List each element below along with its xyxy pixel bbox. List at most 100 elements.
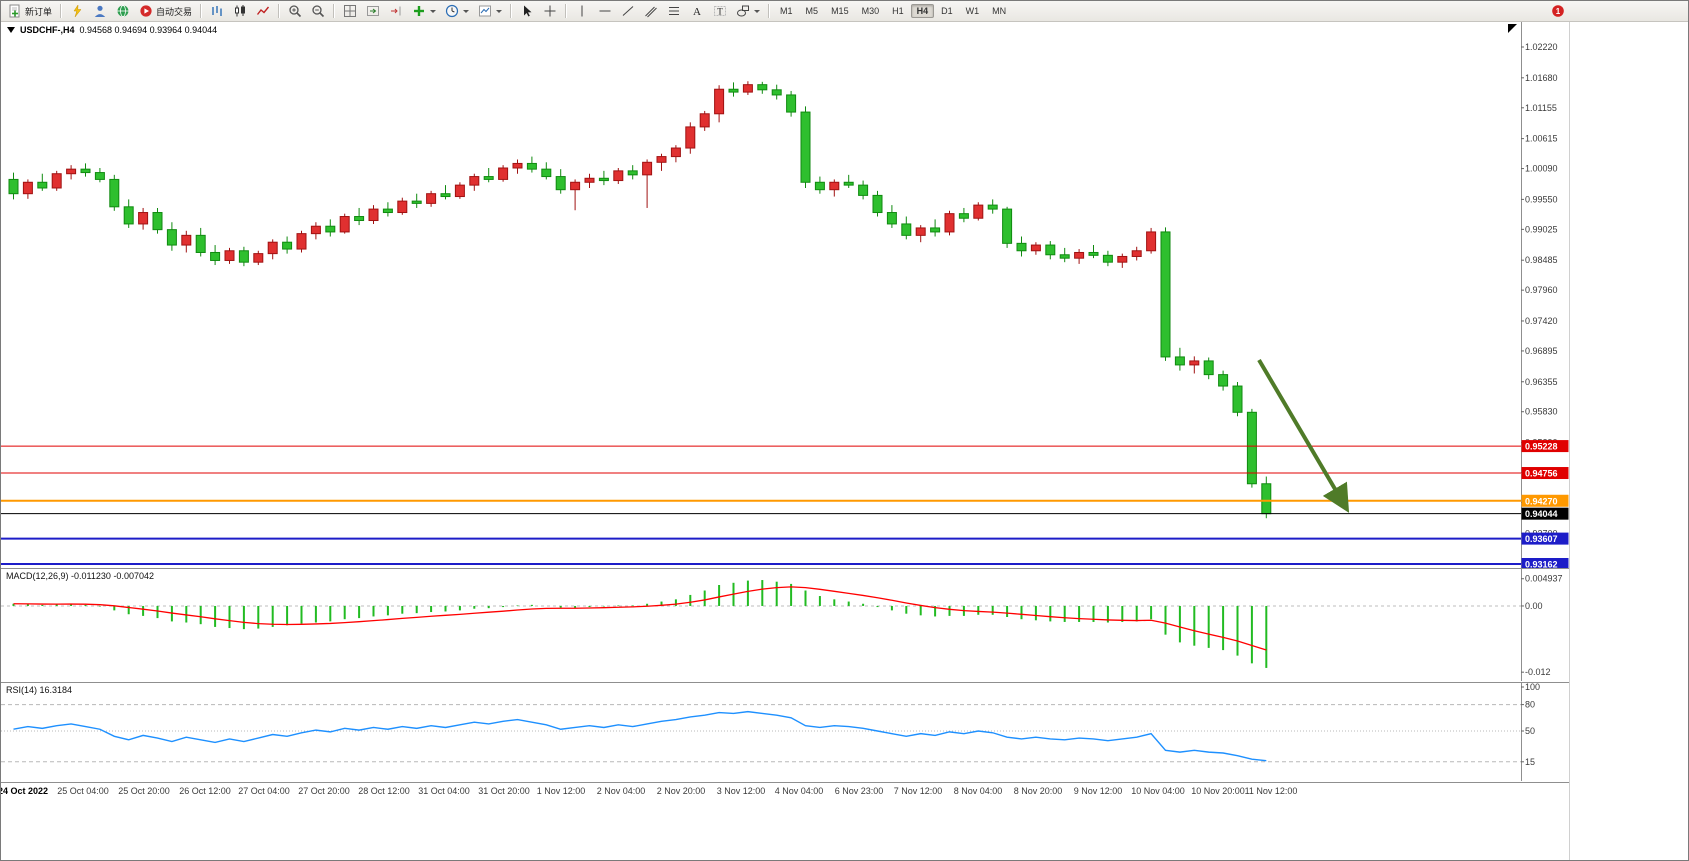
content-area: 1.02220 1.01680 1.01155 1.00615 1.00090 0.995… [1, 22, 1688, 860]
toolbar-separator [278, 4, 281, 18]
svg-text:0.98485: 0.98485 [1525, 255, 1558, 265]
auto-scroll-button[interactable] [362, 2, 384, 20]
tile-windows-button[interactable] [339, 2, 361, 20]
time-label: 11 Nov 12:00 [1244, 786, 1298, 796]
svg-text:1.01680: 1.01680 [1525, 73, 1558, 83]
time-label: 31 Oct 04:00 [418, 786, 470, 796]
new-order-label: 新订单 [25, 6, 53, 17]
time-label: 25 Oct 20:00 [118, 786, 170, 796]
time-label: 27 Oct 20:00 [298, 786, 350, 796]
zoom-out-icon [311, 4, 325, 18]
timeframe-h1-button[interactable]: H1 [892, 6, 904, 16]
macd-axis[interactable] [1521, 569, 1569, 682]
scroll-to-end-marker[interactable] [1508, 24, 1517, 33]
macd-plot[interactable]: 0.004937 0.00 -0.012 [1, 569, 1569, 681]
svg-text:0.004937: 0.004937 [1525, 574, 1563, 584]
bar-chart-mode-button[interactable] [206, 2, 228, 20]
auto-trading-label: 自动交易 [156, 6, 193, 17]
main-plot[interactable]: 1.02220 1.01680 1.01155 1.00615 1.00090 0.995… [1, 22, 1569, 568]
time-label: 2 Nov 04:00 [596, 786, 646, 796]
auto-trading-button[interactable]: 自动交易 [135, 2, 196, 20]
crosshair-icon [543, 4, 557, 18]
chart-shift-icon [389, 4, 403, 18]
market-button[interactable] [112, 2, 134, 20]
toolbar: 新订单 自动交易 A T M1 M5 M15 M30 H1 H4 D1 W1 MN 1 [1, 1, 1688, 22]
svg-text:1.02220: 1.02220 [1525, 42, 1558, 52]
indicators-button[interactable] [408, 2, 440, 20]
macd-histogram [12, 580, 1268, 668]
svg-text:0.94756: 0.94756 [1525, 469, 1558, 479]
timeframe-m5-button[interactable]: M5 [805, 6, 819, 16]
zoom-out-button[interactable] [307, 2, 329, 20]
right-margin [1569, 22, 1688, 860]
svg-text:0.93607: 0.93607 [1525, 534, 1558, 544]
price-tags-layer: 0.95228 0.94756 0.94270 0.94044 0.93607 0.931… [1521, 440, 1569, 568]
svg-text:0.95830: 0.95830 [1525, 407, 1558, 417]
rsi-axis[interactable] [1521, 683, 1569, 782]
new-order-button[interactable]: 新订单 [4, 2, 56, 20]
vline-icon [575, 4, 589, 18]
line-chart-mode-button[interactable] [252, 2, 274, 20]
time-label: 8 Nov 20:00 [1013, 786, 1063, 796]
draw-vertical-line-button[interactable] [571, 2, 593, 20]
time-axis[interactable]: 24 Oct 2022 25 Oct 04:00 25 Oct 20:00 26 Oc… [1, 782, 1569, 801]
user-profile-button[interactable] [89, 2, 111, 20]
fibo-icon [667, 4, 681, 18]
time-label: 3 Nov 12:00 [716, 786, 766, 796]
rsi-plot[interactable]: 100 80 50 15 [1, 683, 1569, 781]
svg-text:0.97960: 0.97960 [1525, 285, 1558, 295]
timeframe-m30-button[interactable]: M30 [861, 6, 880, 16]
timeframe-m1-button[interactable]: M1 [780, 6, 793, 16]
lightning-icon [70, 4, 84, 18]
timeframe-h4-button[interactable]: H4 [910, 4, 935, 18]
chart-stack: 1.02220 1.01680 1.01155 1.00615 1.00090 0.995… [1, 22, 1569, 860]
price-axis[interactable] [1521, 22, 1569, 568]
draw-shapes-button[interactable] [732, 2, 764, 20]
timeframe-mn-button[interactable]: MN [992, 6, 1007, 16]
draw-trendline-button[interactable] [617, 2, 639, 20]
price-tag-0.93607 [1521, 532, 1569, 545]
timeframe-d1-button[interactable]: D1 [941, 6, 953, 16]
svg-text:50: 50 [1525, 726, 1535, 736]
toolbar-separator [200, 4, 203, 18]
hline-icon [598, 4, 612, 18]
timeframe-w1-button[interactable]: W1 [965, 6, 980, 16]
time-label: 24 Oct 2022 [0, 786, 49, 796]
globe-icon [116, 4, 130, 18]
candlestick-mode-button[interactable] [229, 2, 251, 20]
svg-text:15: 15 [1525, 757, 1535, 767]
trendline-icon [621, 4, 635, 18]
zoom-in-button[interactable] [284, 2, 306, 20]
toolbar-separator [768, 4, 771, 18]
svg-text:0.94270: 0.94270 [1525, 496, 1558, 506]
timeframe-m15-button[interactable]: M15 [831, 6, 849, 16]
chevron-down-icon [496, 9, 503, 13]
notifications-button[interactable]: 1 [1547, 2, 1569, 20]
svg-text:T: T [717, 7, 723, 17]
crosshair-button[interactable] [539, 2, 561, 20]
draw-horizontal-line-button[interactable] [594, 2, 616, 20]
annotation-arrow[interactable] [1257, 358, 1350, 513]
chart-shift-button[interactable] [385, 2, 407, 20]
mql5-community-button[interactable] [66, 2, 88, 20]
svg-text:0.97420: 0.97420 [1525, 316, 1558, 326]
draw-text-button[interactable]: A [686, 2, 708, 20]
play-icon [139, 4, 153, 18]
time-label: 8 Nov 04:00 [953, 786, 1003, 796]
draw-fibonacci-button[interactable] [663, 2, 685, 20]
cursor-button[interactable] [516, 2, 538, 20]
indicators-plus-icon [412, 4, 426, 18]
draw-label-button[interactable]: T [709, 2, 731, 20]
label-icon: T [713, 4, 727, 18]
candles-layer [8, 81, 1272, 519]
new-order-icon [8, 4, 22, 18]
svg-text:1.00090: 1.00090 [1525, 164, 1558, 174]
templates-button[interactable] [474, 2, 506, 20]
time-label: 26 Oct 12:00 [179, 786, 231, 796]
chevron-down-icon [754, 9, 761, 13]
toolbar-separator [510, 4, 513, 18]
periods-button[interactable] [441, 2, 473, 20]
draw-channel-button[interactable] [640, 2, 662, 20]
svg-text:0.00: 0.00 [1525, 601, 1543, 611]
